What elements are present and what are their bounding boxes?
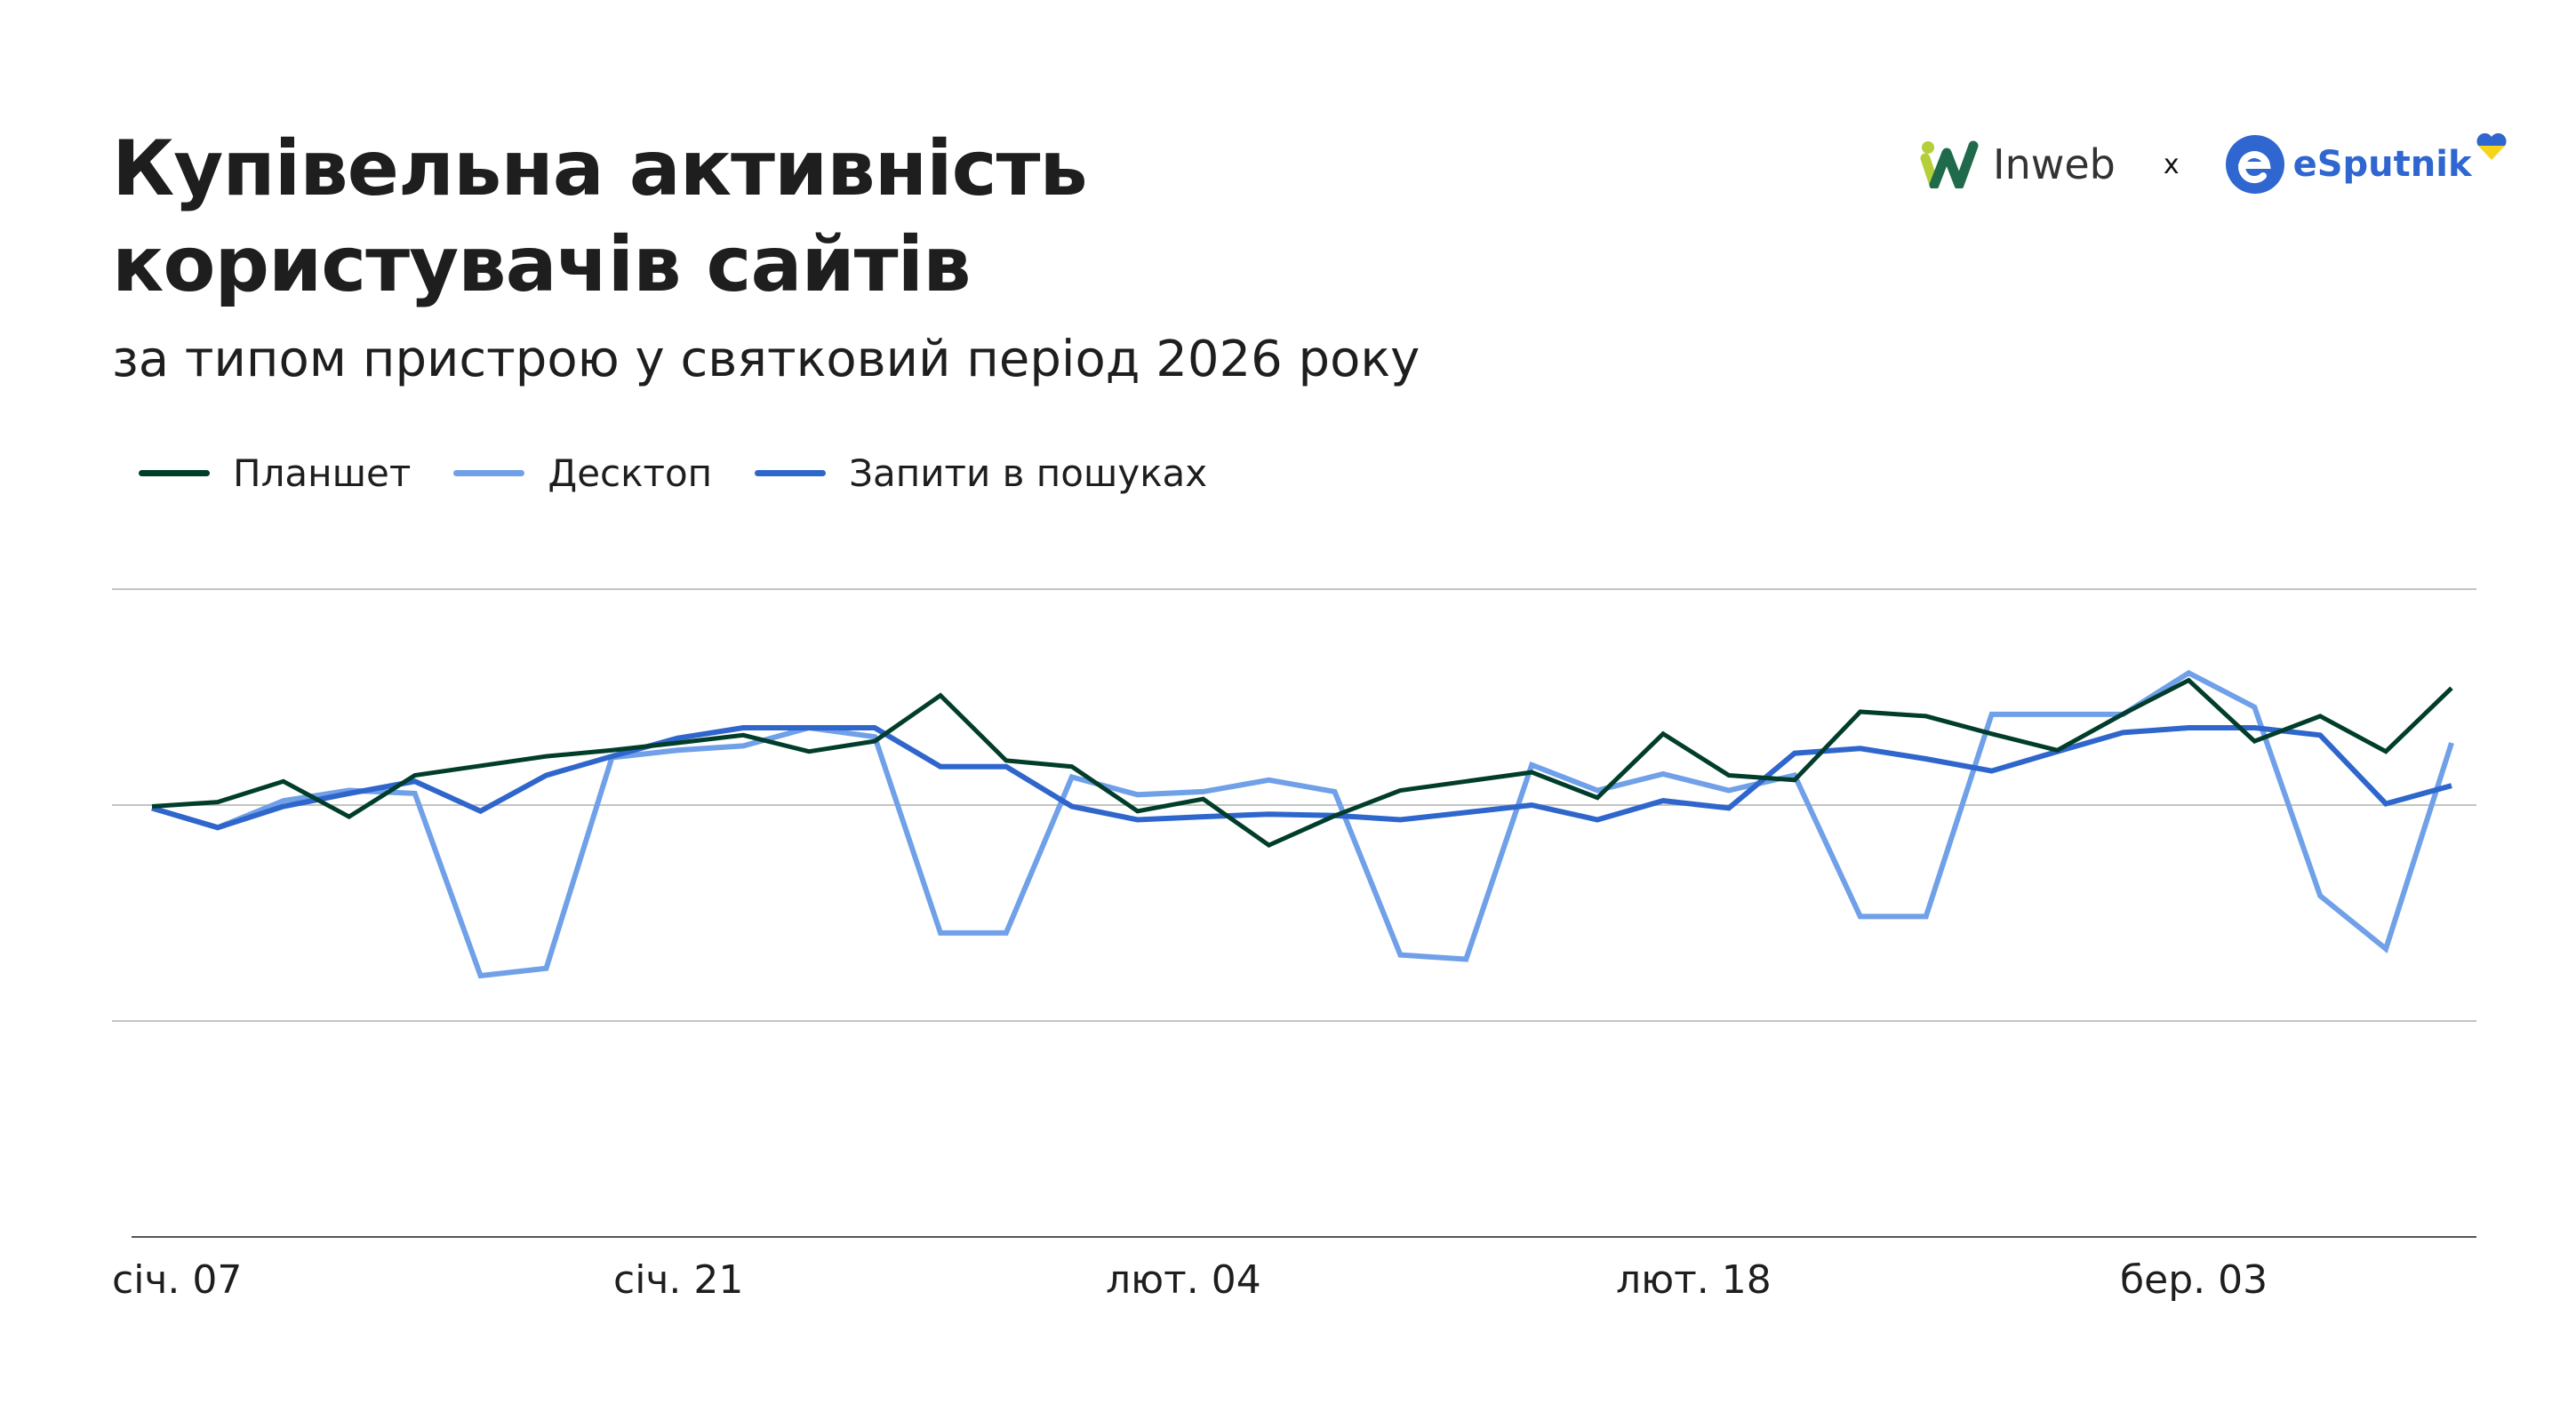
x-tick-label: лют. 18 <box>1616 1257 1772 1303</box>
esputnik-logo-text: eSputnik <box>2292 144 2472 185</box>
x-tick-label: бер. 03 <box>2120 1257 2268 1303</box>
chart-subtitle: за типом пристрою у святковий період 202… <box>112 331 1420 388</box>
inweb-logo-text: Inweb <box>1993 140 2116 188</box>
title-line-1: Купівельна активність <box>112 124 1088 213</box>
legend-label-search: Запити в пошуках <box>849 451 1208 495</box>
legend-label-desktop: Десктоп <box>548 451 713 495</box>
partner-logos: Inweb x eSputnik <box>1920 132 2508 195</box>
legend-swatch-search <box>755 470 827 476</box>
esputnik-logo-icon <box>2225 135 2284 194</box>
x-tick-label: січ. 07 <box>112 1257 242 1303</box>
legend: Планшет Десктоп Запити в пошуках <box>139 451 1250 495</box>
x-tick-label: лют. 04 <box>1106 1257 1261 1303</box>
series-line-desktop <box>151 669 2454 979</box>
ukraine-heart-icon <box>2476 132 2507 160</box>
title-line-2: користувачів сайтів <box>112 220 972 309</box>
legend-swatch-desktop <box>453 470 525 476</box>
legend-item-tablet: Планшет <box>139 451 411 495</box>
logo-separator: x <box>2163 148 2180 180</box>
chart-title: Купівельна активність користувачів сайті… <box>112 121 1088 313</box>
legend-label-tablet: Планшет <box>233 451 412 495</box>
legend-item-desktop: Десктоп <box>453 451 712 495</box>
legend-swatch-tablet <box>139 470 210 476</box>
series-line-search <box>151 725 2452 831</box>
series-line-tablet <box>151 677 2453 849</box>
x-tick-label: січ. 21 <box>613 1257 743 1303</box>
legend-item-search: Запити в пошуках <box>755 451 1207 495</box>
inweb-logo-icon <box>1920 140 1979 188</box>
